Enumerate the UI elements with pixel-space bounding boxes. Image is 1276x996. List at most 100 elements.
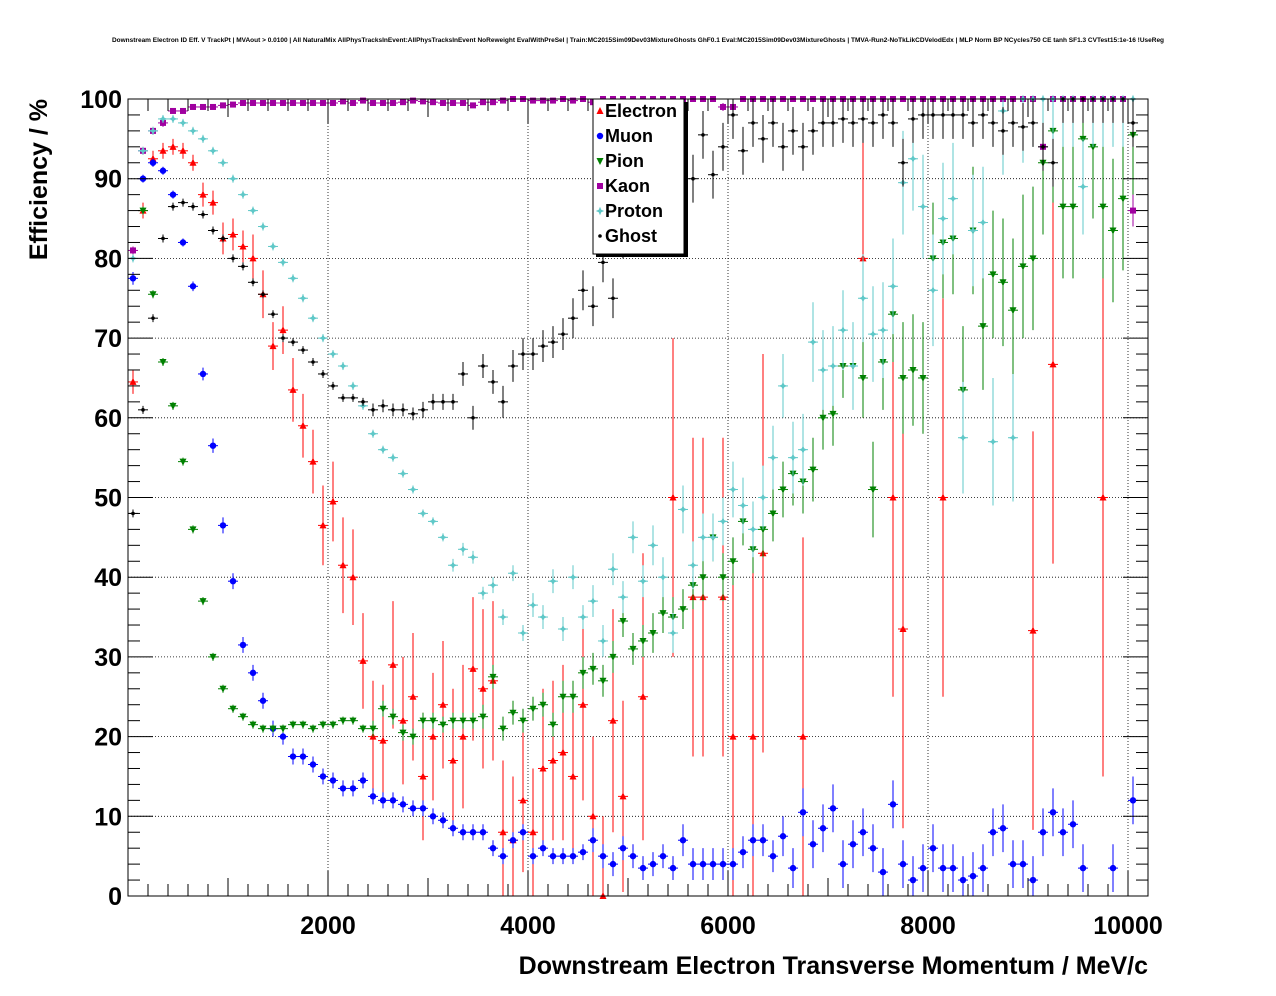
data-point-proton — [718, 517, 728, 526]
data-point-pion — [149, 291, 157, 299]
data-point-proton — [948, 194, 958, 203]
data-point-electron — [409, 692, 417, 700]
data-point-electron — [899, 625, 907, 633]
x-tick-label: 6000 — [700, 912, 756, 940]
data-point-muon — [179, 239, 187, 246]
data-point-kaon — [390, 99, 396, 106]
data-point-pion — [259, 725, 267, 733]
data-point-muon — [539, 844, 547, 852]
data-point-pion — [629, 645, 637, 653]
data-point-ghost — [441, 400, 445, 404]
data-point-proton — [158, 114, 168, 124]
data-point-pion — [169, 402, 177, 410]
data-point-electron — [479, 684, 487, 692]
data-point-ghost — [411, 412, 415, 416]
data-point-proton — [258, 222, 268, 231]
data-point-pion — [369, 725, 377, 733]
legend-label-proton: Proton — [605, 201, 663, 221]
data-point-pion — [179, 458, 187, 466]
data-point-proton — [628, 533, 638, 542]
data-point-ghost — [741, 149, 745, 153]
data-point-kaon — [320, 99, 326, 106]
data-point-kaon — [500, 97, 506, 104]
data-point-proton — [688, 561, 698, 570]
data-point-muon — [979, 864, 987, 872]
data-point-pion — [349, 717, 357, 725]
data-point-proton — [358, 401, 368, 411]
data-point-muon — [469, 829, 477, 836]
data-point-proton — [638, 576, 648, 586]
data-point-electron — [519, 796, 527, 804]
data-point-electron — [209, 198, 217, 206]
data-series — [128, 94, 1138, 899]
legend-marker-ghost — [598, 234, 602, 238]
data-point-pion — [919, 374, 927, 382]
data-point-ghost — [761, 137, 765, 141]
data-point-pion — [899, 374, 907, 382]
data-point-muon — [619, 844, 627, 852]
data-point-muon — [249, 669, 257, 677]
data-point-muon — [159, 167, 167, 174]
data-point-proton — [618, 592, 628, 602]
data-point-muon — [639, 864, 647, 872]
data-point-muon — [589, 837, 597, 844]
data-point-proton — [838, 325, 848, 335]
data-point-proton — [448, 561, 458, 570]
data-point-pion — [1029, 255, 1037, 263]
data-point-ghost — [951, 113, 955, 117]
data-point-proton — [698, 533, 708, 542]
data-point-muon — [479, 829, 487, 836]
data-point-pion — [1109, 227, 1117, 235]
data-point-proton — [228, 174, 238, 183]
data-point-ghost — [971, 121, 975, 125]
data-point-electron — [239, 242, 247, 250]
data-point-ghost — [811, 129, 815, 133]
data-point-electron — [499, 828, 507, 836]
data-point-pion — [299, 721, 307, 729]
data-point-proton — [808, 337, 818, 347]
data-point-pion — [409, 733, 417, 741]
data-point-pion — [419, 717, 427, 725]
data-point-muon — [429, 813, 437, 820]
data-point-proton — [568, 573, 578, 582]
data-point-electron — [559, 748, 567, 756]
data-point-muon — [339, 785, 347, 792]
data-point-electron — [1099, 493, 1107, 501]
data-point-ghost — [891, 121, 895, 125]
data-point-electron — [799, 732, 807, 740]
data-point-pion — [279, 725, 287, 733]
data-point-pion — [559, 693, 567, 701]
data-point-kaon — [330, 99, 336, 106]
data-point-pion — [609, 653, 617, 661]
data-point-muon — [439, 817, 447, 824]
data-point-pion — [809, 466, 817, 474]
data-point-ghost — [291, 340, 295, 344]
data-point-ghost — [211, 228, 215, 233]
data-point-pion — [229, 705, 237, 713]
data-point-muon — [549, 852, 557, 860]
data-point-ghost — [321, 372, 325, 376]
data-point-proton — [308, 313, 318, 323]
data-point-pion — [469, 717, 477, 725]
data-point-muon — [789, 864, 797, 872]
data-point-kaon — [340, 98, 346, 105]
data-point-electron — [359, 656, 367, 664]
data-point-pion — [209, 653, 217, 661]
data-point-kaon — [200, 103, 206, 110]
data-point-ghost — [171, 204, 175, 209]
data-point-pion — [1009, 307, 1017, 315]
data-point-muon — [809, 840, 817, 848]
data-point-pion — [189, 526, 197, 534]
data-point-electron — [399, 716, 407, 724]
legend-shadow-bottom — [596, 254, 688, 257]
data-point-muon — [899, 860, 907, 868]
data-point-pion — [289, 721, 297, 729]
data-point-electron — [129, 377, 137, 385]
legend: Electron Muon Pion Kaon Proton Ghost — [592, 98, 688, 257]
data-point-proton — [518, 628, 528, 638]
data-point-proton — [778, 381, 788, 391]
data-point-pion — [759, 526, 767, 534]
legend-marker-kaon — [597, 183, 603, 189]
data-point-muon — [949, 864, 957, 872]
data-point-ghost — [451, 400, 455, 404]
